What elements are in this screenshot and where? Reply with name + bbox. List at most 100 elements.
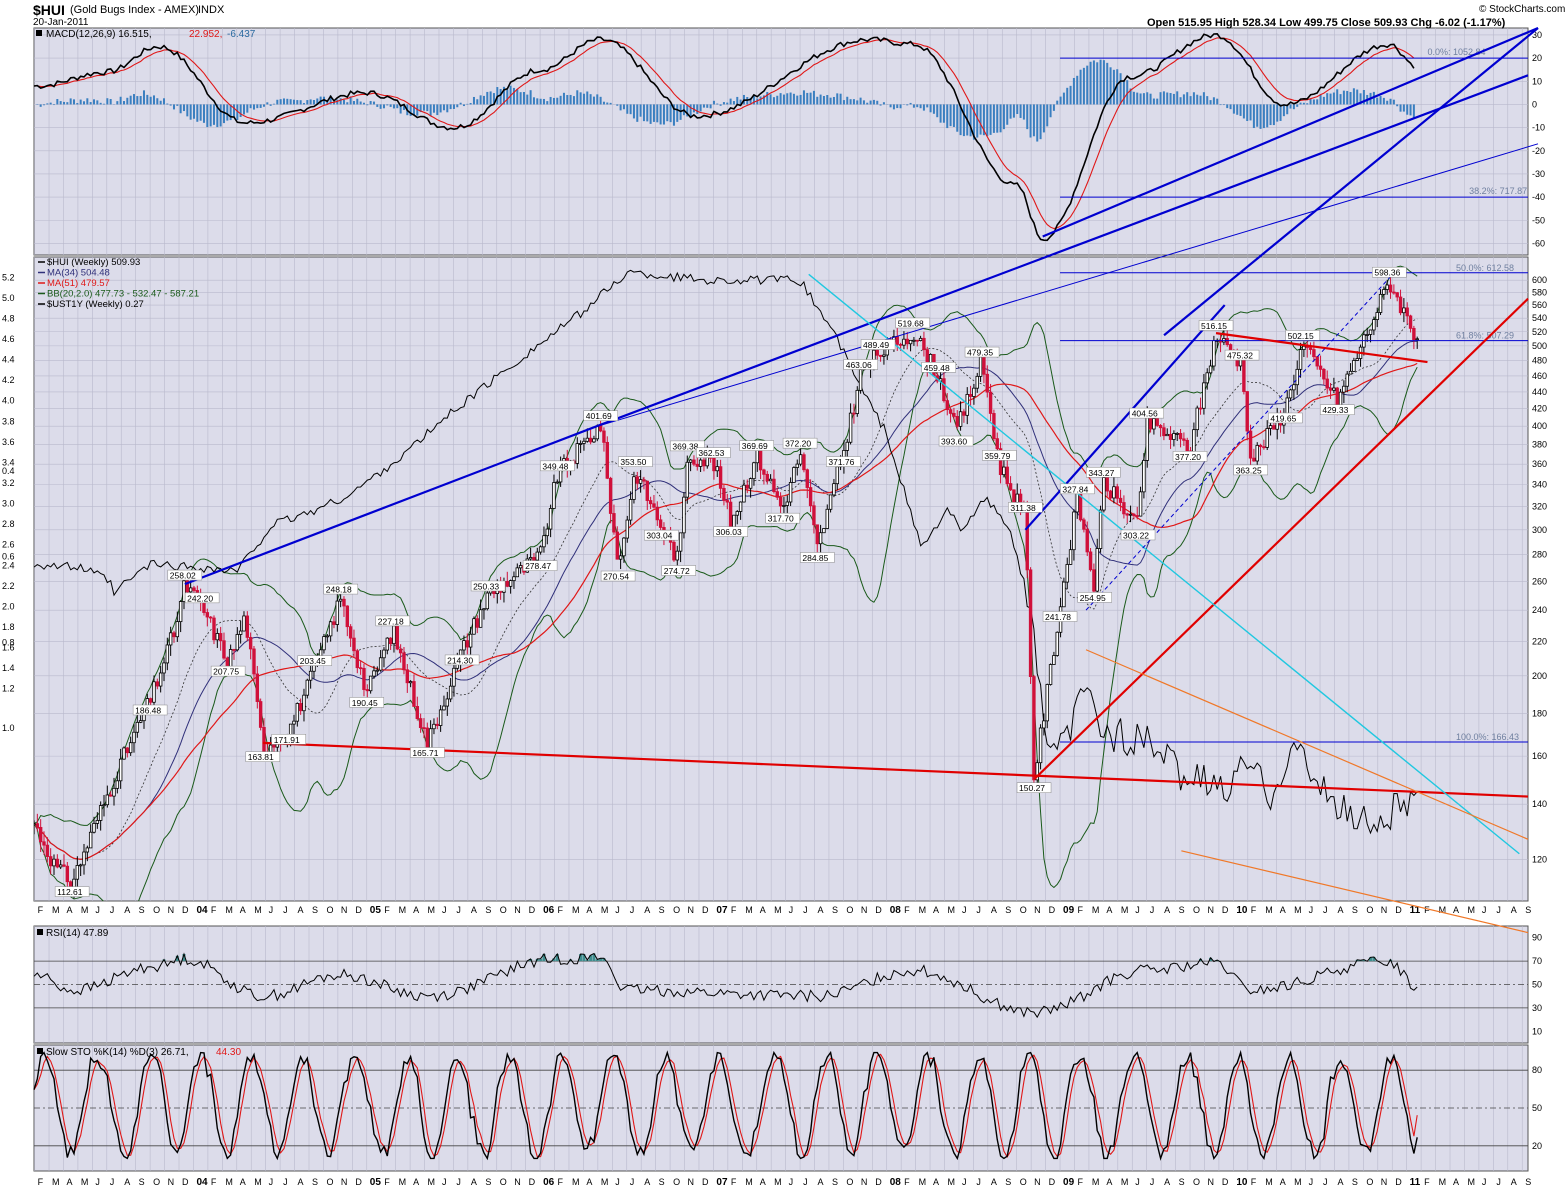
macd-histogram-bar: [922, 104, 925, 111]
macd-histogram-bar: [262, 104, 265, 107]
macd-histogram-bar: [1189, 96, 1192, 105]
macd-histogram-bar: [1269, 104, 1272, 126]
candle-body: [408, 681, 413, 684]
macd-histogram-bar: [99, 102, 102, 105]
candle-body: [878, 354, 883, 357]
macd-histogram-bar: [576, 90, 579, 105]
candle-body: [55, 858, 60, 868]
macd-histogram-bar: [172, 104, 175, 110]
macd-histogram-bar: [492, 93, 495, 105]
macd-histogram-bar: [192, 104, 195, 119]
brand-logo[interactable]: © StockCharts.com: [1479, 4, 1565, 15]
macd-histogram-bar: [102, 103, 105, 105]
price-label-box: [1198, 320, 1234, 331]
rsi-overbought-fill: [595, 959, 599, 962]
price-data-label: 248.18: [326, 585, 352, 595]
trend-line: [1181, 850, 1529, 934]
x-axis-month-label: O: [153, 1177, 160, 1187]
x-axis-month-label: J: [1135, 905, 1140, 915]
x-axis-month-label: A: [240, 1177, 246, 1187]
candle-body: [802, 454, 806, 471]
candle-body: [952, 412, 956, 417]
macd-histogram-bar: [1082, 67, 1085, 105]
candle-body: [748, 478, 753, 489]
price-data-label: 598.36: [1374, 268, 1400, 278]
x-axis-month-label: J: [1482, 905, 1487, 915]
candle-body: [1392, 291, 1396, 294]
price-tick-label: 340: [1532, 480, 1547, 490]
macd-tick-label: -40: [1532, 192, 1545, 202]
ust-tick-label: 4.4: [2, 355, 15, 365]
x-axis-month-label: N: [1381, 905, 1388, 915]
macd-histogram-bar: [1159, 92, 1162, 105]
price-data-label: 401.69: [586, 411, 612, 421]
x-axis-month-label: S: [1179, 1177, 1185, 1187]
price-data-label: 372.20: [785, 439, 811, 449]
ust-tick-label: 3.8: [2, 416, 15, 426]
price-label-box: [470, 580, 506, 592]
x-axis-month-label: J: [95, 1177, 100, 1187]
candle-body: [788, 482, 793, 503]
symbol-title: $HUI: [33, 2, 65, 18]
macd-histogram-bar: [1322, 96, 1325, 105]
candle-body: [758, 448, 763, 471]
candle-body: [165, 644, 170, 664]
candle-body: [305, 679, 310, 696]
macd-histogram-bar: [532, 97, 535, 105]
candle-body: [632, 476, 636, 500]
macd-histogram-bar: [76, 103, 79, 105]
candle-body: [398, 648, 403, 654]
candle-body: [585, 437, 589, 442]
macd-histogram-bar: [1262, 104, 1265, 129]
candle-body: [178, 601, 183, 623]
macd-histogram-bar: [556, 97, 559, 105]
x-axis-month-label: A: [66, 905, 72, 915]
macd-histogram-bar: [686, 104, 689, 117]
macd-histogram-bar: [1036, 104, 1039, 142]
candle-body: [845, 441, 849, 451]
candle-body: [34, 823, 36, 826]
candle-body: [152, 681, 156, 703]
candle-body: [625, 519, 629, 539]
x-axis-month-label: S: [832, 905, 838, 915]
macd-tick-label: -50: [1532, 215, 1545, 225]
candle-body: [1138, 491, 1143, 517]
rsi-tick-label: 50: [1532, 980, 1542, 990]
candle-body: [832, 483, 836, 496]
macd-histogram-bar: [1199, 95, 1202, 105]
macd-histogram-bar: [1282, 104, 1285, 117]
x-axis-month-label: A: [66, 1177, 72, 1187]
x-axis-month-label: D: [702, 1177, 709, 1187]
macd-histogram-bar: [1326, 93, 1329, 105]
candle-body: [1308, 347, 1313, 350]
macd-histogram-bar: [842, 100, 845, 105]
price-data-label: 429.33: [1322, 405, 1348, 415]
macd-histogram-bar: [1142, 93, 1145, 105]
macd-histogram-bar: [1146, 92, 1149, 105]
macd-histogram-bar: [1346, 90, 1349, 105]
candle-body: [735, 511, 739, 516]
trend-line: [600, 143, 1539, 426]
candle-body: [115, 780, 120, 789]
macd-histogram-bar: [166, 103, 169, 105]
macd-histogram-bar: [1216, 98, 1219, 105]
price-label-box: [843, 359, 878, 370]
candle-body: [262, 727, 266, 753]
candle-body: [635, 476, 639, 484]
candle-body: [542, 535, 546, 548]
x-axis-month-label: J: [1309, 1177, 1314, 1187]
candle-body: [438, 709, 443, 726]
x-axis-month-label: J: [803, 905, 808, 915]
x-axis-month-label: A: [933, 905, 939, 915]
x-axis-month-label: N: [1207, 1177, 1214, 1187]
macd-histogram-bar: [336, 99, 339, 105]
trend-line: [1033, 297, 1529, 781]
price-tick-label: 560: [1532, 300, 1547, 310]
macd-histogram-bar: [569, 94, 572, 105]
price-label-box: [1042, 611, 1078, 622]
macd-histogram-bar: [379, 104, 382, 109]
candle-body: [1142, 460, 1146, 493]
candle-body: [302, 694, 306, 712]
x-axis-month-label: A: [1453, 905, 1459, 915]
macd-histogram-bar: [312, 99, 315, 105]
